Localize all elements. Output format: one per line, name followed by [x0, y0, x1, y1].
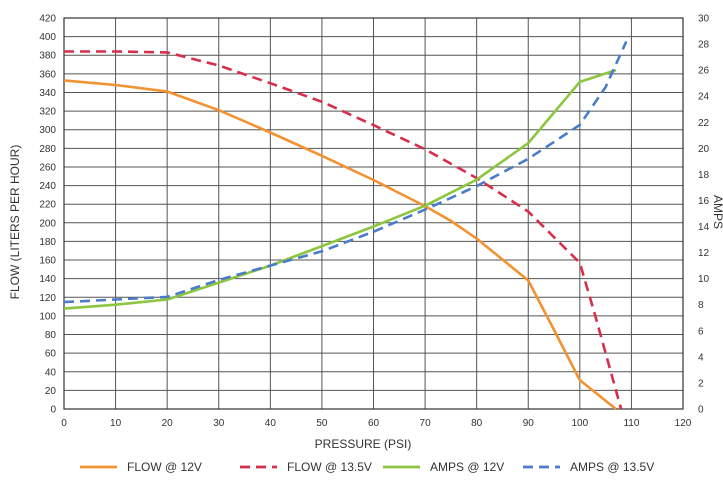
y-tick-label-1: 20	[45, 386, 57, 397]
x-tick-label-1: 10	[110, 418, 122, 429]
x-tick-label-10: 100	[571, 418, 588, 429]
y2-tick-label-2: 4	[698, 352, 704, 363]
y-tick-label-21: 420	[39, 14, 56, 25]
y2-tick-label-11: 22	[698, 118, 710, 129]
y-tick-label-17: 340	[39, 88, 56, 99]
series-line-3	[63, 40, 628, 304]
y-tick-label-18: 360	[39, 69, 56, 80]
y-tick-label-9: 180	[39, 237, 56, 248]
x-tick-label-9: 90	[523, 418, 535, 429]
legend-label-2: AMPS @ 12V	[430, 460, 504, 474]
y-tick-label-15: 300	[39, 125, 56, 136]
series-line-0	[63, 79, 617, 411]
y2-tick-label-13: 26	[698, 66, 710, 77]
y-tick-label-14: 280	[39, 144, 56, 155]
y2-tick-label-5: 10	[698, 274, 710, 285]
y-axis-right-title: AMPS	[711, 195, 723, 229]
y-tick-label-11: 220	[39, 200, 56, 211]
y2-tick-label-1: 2	[698, 378, 704, 389]
y-tick-label-5: 100	[39, 311, 56, 322]
y-axis-left-ticks: 0 20 40 60 80 100 120 140 160 180 200 220 240 260 280 3…	[39, 14, 56, 416]
x-tick-label-7: 70	[420, 418, 432, 429]
y2-tick-label-15: 30	[698, 14, 710, 25]
x-tick-label-3: 30	[213, 418, 225, 429]
plot-border	[63, 17, 684, 410]
y2-tick-label-6: 12	[698, 248, 710, 259]
series-line-2	[63, 68, 617, 310]
x-tick-label-0: 0	[61, 418, 67, 429]
y2-tick-label-8: 16	[698, 196, 710, 207]
y2-tick-label-9: 18	[698, 170, 710, 181]
legend: FLOW @ 12V FLOW @ 13.5V AMPS @ 12V AMPS @ 1…	[80, 460, 654, 474]
x-tick-label-2: 20	[162, 418, 174, 429]
y-tick-label-6: 120	[39, 293, 56, 304]
y2-tick-label-4: 8	[698, 300, 704, 311]
x-tick-label-8: 80	[471, 418, 483, 429]
y2-tick-label-10: 20	[698, 144, 710, 155]
y-tick-label-10: 200	[39, 218, 56, 229]
y2-tick-label-3: 6	[698, 326, 704, 337]
y-tick-label-8: 160	[39, 256, 56, 267]
x-tick-label-11: 110	[623, 418, 639, 429]
legend-label-3: AMPS @ 13.5V	[570, 460, 654, 474]
y2-tick-label-14: 28	[698, 40, 710, 51]
y2-tick-label-12: 24	[698, 92, 710, 103]
x-tick-label-5: 50	[316, 418, 328, 429]
y-tick-label-3: 60	[45, 349, 57, 360]
y-tick-label-19: 380	[39, 51, 56, 62]
y-tick-label-2: 40	[45, 367, 57, 378]
x-tick-label-6: 60	[368, 418, 380, 429]
y2-tick-label-0: 0	[698, 405, 704, 416]
series-lines	[63, 40, 628, 411]
y-tick-label-0: 0	[50, 405, 56, 416]
y-tick-label-7: 140	[39, 274, 56, 285]
x-tick-label-12: 120	[675, 418, 692, 429]
plot-frame	[63, 17, 684, 410]
legend-label-0: FLOW @ 12V	[127, 460, 202, 474]
y-tick-label-16: 320	[39, 107, 56, 118]
legend-label-1: FLOW @ 13.5V	[287, 460, 372, 474]
y-tick-label-12: 240	[39, 181, 56, 192]
y-tick-label-13: 260	[39, 162, 56, 173]
y-tick-label-20: 400	[39, 32, 56, 43]
x-axis-title: PRESSURE (PSI)	[315, 437, 412, 451]
y-axis-left-title: FLOW (LITERS PER HOUR)	[8, 145, 22, 300]
x-axis-ticks: 0 10 20 30 40 50 60 70 80 90 100 110 120	[61, 418, 692, 429]
x-tick-label-4: 40	[265, 418, 277, 429]
series-line-1	[64, 50, 623, 410]
y-tick-label-4: 80	[45, 330, 57, 341]
y2-tick-label-7: 14	[698, 222, 710, 233]
